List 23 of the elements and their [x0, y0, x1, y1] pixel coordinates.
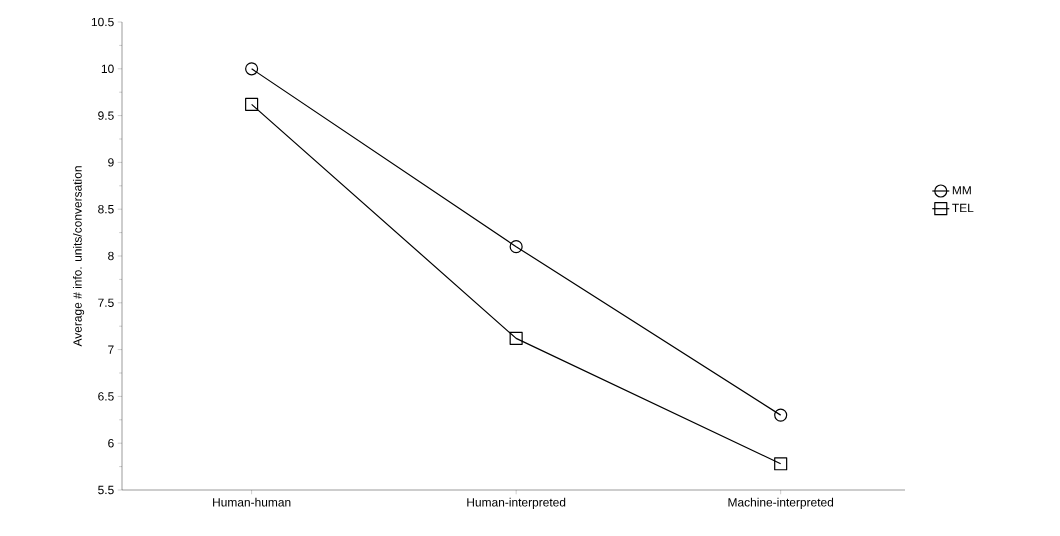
x-tick-label: Machine-interpreted	[728, 497, 834, 509]
y-tick-label: 6.5	[98, 392, 114, 401]
y-tick-label: 9.5	[98, 111, 114, 120]
y-axis-title: Average # info. units/conversation	[72, 166, 85, 347]
x-tick-label: Human-interpreted	[467, 497, 566, 509]
y-tick-label: 5.5	[98, 485, 114, 495]
y-tick-label: 10	[101, 64, 114, 74]
y-tick-label: 8	[108, 251, 114, 261]
legend-label: MM	[952, 186, 971, 195]
point	[245, 62, 259, 76]
y-tick-label: 10.5	[91, 17, 114, 27]
legend-label: TEL	[952, 203, 974, 213]
point	[509, 331, 523, 345]
y-tick-label: 6	[108, 438, 114, 448]
point	[774, 408, 788, 422]
y-tick-label: 9	[108, 158, 114, 167]
x-tick-label: Human-human	[213, 497, 291, 507]
point	[509, 240, 523, 254]
y-tick-label: 7.5	[98, 298, 114, 307]
point	[774, 457, 788, 471]
y-tick-label: 7	[108, 345, 114, 354]
y-tick-label: 8.5	[98, 204, 114, 214]
point	[245, 97, 259, 111]
